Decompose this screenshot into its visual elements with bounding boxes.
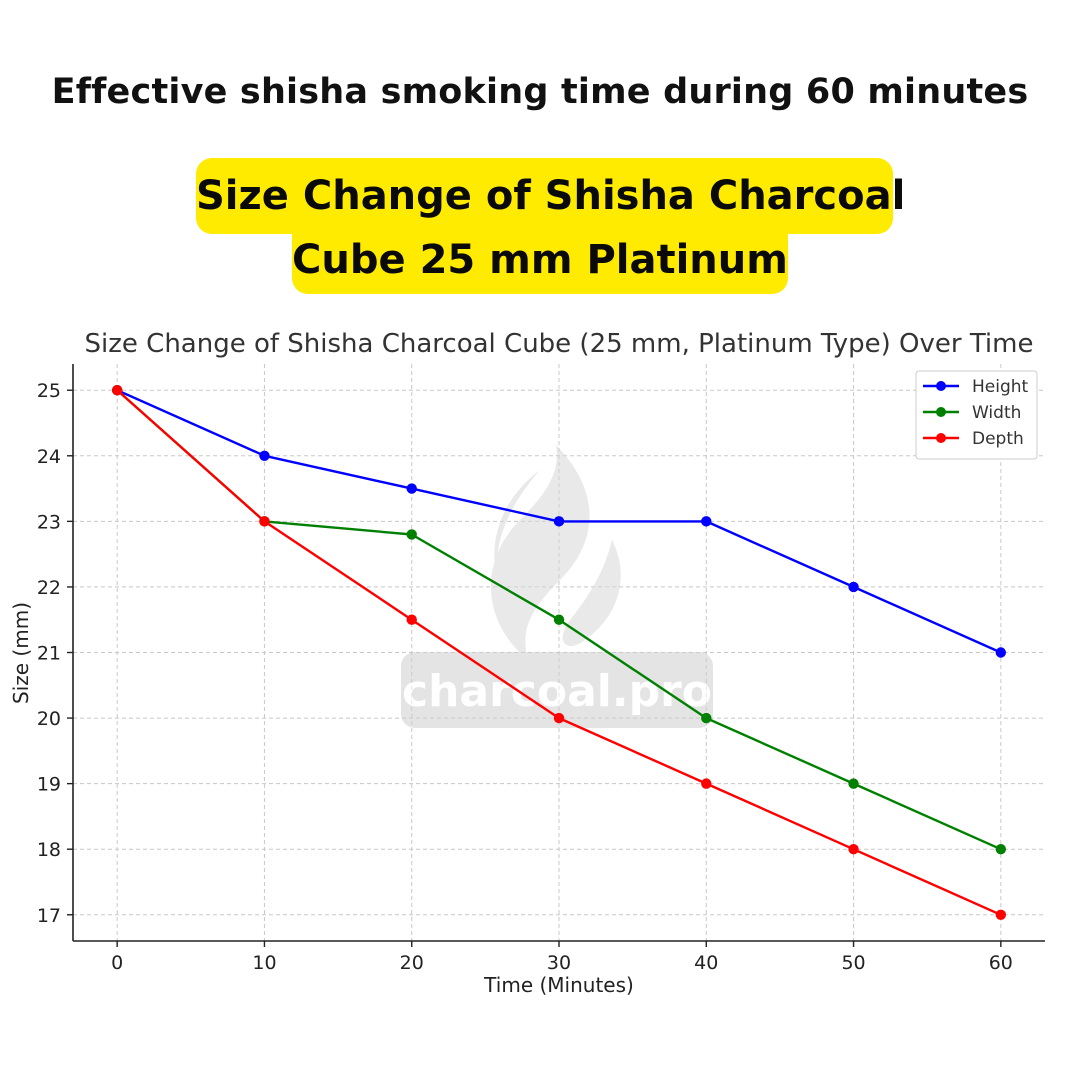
data-point-depth: [848, 844, 859, 855]
series-height: [111, 385, 1007, 658]
y-tick-label: 24: [37, 446, 61, 468]
y-tick-label: 23: [37, 511, 61, 533]
legend-label: Height: [972, 377, 1029, 397]
y-tick-label: 25: [37, 380, 61, 402]
legend-label: Depth: [972, 429, 1024, 449]
y-axis-label: Size (mm): [9, 602, 33, 704]
flame-leaf-icon: [490, 445, 621, 660]
x-tick-label: 30: [547, 952, 571, 974]
data-point-depth: [259, 516, 270, 527]
legend: Height Width Depth: [915, 370, 1038, 460]
series-depth: [111, 385, 1007, 920]
axes: 0 10 20 30 40 50 60 17 18 19 20 21 22 23 24 25: [37, 364, 1045, 974]
legend-item-width: Width: [923, 403, 1021, 423]
y-tick-label: 19: [37, 774, 61, 796]
data-point-height: [701, 516, 712, 527]
data-point-height: [553, 516, 565, 527]
legend-item-height: Height: [923, 377, 1029, 397]
data-point-width: [701, 712, 712, 724]
legend-swatch-marker: [936, 381, 946, 391]
data-point-depth: [995, 909, 1007, 920]
x-tick-label: 60: [989, 952, 1013, 974]
data-point-height: [848, 581, 859, 593]
y-tick-label: 20: [37, 708, 61, 730]
data-point-height: [406, 483, 417, 494]
data-point-width: [995, 844, 1007, 855]
x-axis-label: Time (Minutes): [483, 973, 634, 997]
x-tick-label: 20: [400, 952, 424, 974]
legend-label: Width: [972, 403, 1021, 423]
x-tick-label: 50: [841, 952, 865, 974]
headline: Effective shisha smoking time during 60 …: [51, 72, 1029, 112]
y-tick-label: 17: [37, 905, 61, 927]
y-tick-label: 22: [37, 577, 61, 599]
x-tick-label: 10: [252, 952, 276, 974]
banner-line-2: Cube 25 mm Platinum: [292, 234, 788, 294]
legend-item-depth: Depth: [923, 429, 1024, 449]
data-point-depth: [111, 385, 123, 396]
legend-swatch-marker: [936, 407, 946, 417]
data-point-height: [995, 647, 1007, 658]
data-point-width: [553, 614, 565, 625]
data-point-depth: [406, 614, 417, 625]
series-layer: [111, 385, 1007, 920]
banner-line-1: Size Change of Shisha Charcoal: [196, 158, 905, 234]
x-tick-label: 0: [111, 952, 123, 974]
chart-title: Size Change of Shisha Charcoal Cube (25 …: [85, 329, 1034, 359]
data-point-height: [259, 450, 270, 461]
legend-swatch-marker: [936, 433, 946, 443]
data-point-width: [848, 778, 859, 789]
y-tick-label: 21: [37, 643, 61, 665]
watermark-text: charcoal.pro: [402, 666, 712, 717]
data-point-width: [406, 529, 417, 540]
data-point-depth: [553, 712, 565, 724]
x-tick-label: 40: [694, 952, 718, 974]
y-tick-label: 18: [37, 839, 61, 861]
data-point-depth: [701, 778, 712, 789]
